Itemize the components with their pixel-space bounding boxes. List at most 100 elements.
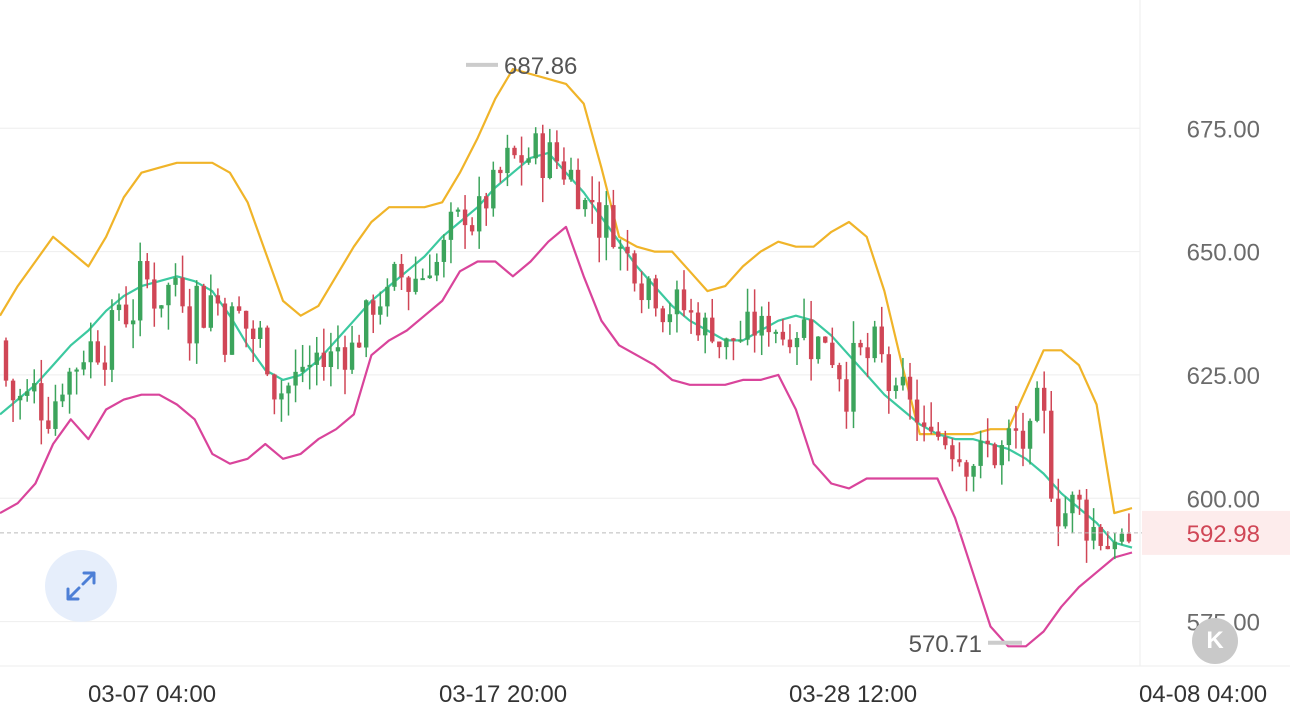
candle-body — [166, 284, 171, 306]
candle-body — [363, 300, 369, 348]
candle-body — [554, 142, 560, 162]
candle-body — [498, 169, 503, 174]
candle-body — [24, 391, 30, 396]
time-tick-label: 03-17 20:00 — [439, 681, 567, 708]
candle-body — [10, 380, 16, 401]
candle-body — [808, 319, 814, 360]
candle-body — [17, 395, 23, 401]
candle-body — [759, 315, 764, 336]
candle-body — [815, 336, 821, 360]
candle-body — [900, 376, 906, 386]
candle-body — [865, 347, 870, 359]
candle-body — [914, 399, 920, 423]
candle-body — [801, 319, 807, 338]
candle-body — [540, 133, 545, 179]
candle-body — [39, 383, 44, 421]
candle-body — [321, 352, 327, 368]
candle-body — [484, 196, 489, 209]
candle-body — [250, 328, 256, 339]
time-axis: 03-07 04:00 03-17 20:00 03-28 12:00 04-08 0… — [88, 681, 1267, 708]
candle-body — [152, 279, 157, 309]
candle-body — [1077, 494, 1082, 500]
candle-body — [893, 385, 899, 392]
candle-body — [561, 161, 567, 180]
candlesticks — [3, 124, 1132, 563]
candle-body — [681, 289, 687, 311]
candle-body — [434, 261, 440, 276]
candle-body — [413, 278, 418, 292]
candle-body — [597, 202, 602, 238]
time-tick-label: 04-08 04:00 — [1139, 681, 1267, 708]
candle-body — [964, 462, 969, 477]
candle-body — [102, 362, 108, 370]
candle-body — [279, 393, 284, 400]
candle-body — [717, 341, 722, 348]
candle-body — [512, 147, 517, 156]
candle-body — [575, 169, 581, 210]
candle-body — [921, 422, 927, 427]
candle-body — [420, 278, 425, 281]
low-price-label: 570.71 — [909, 631, 982, 658]
candle-body — [243, 310, 249, 329]
candle-body — [830, 342, 835, 366]
candle-body — [215, 295, 221, 304]
jump-to-latest-icon: K — [1206, 627, 1224, 654]
candle-body — [95, 341, 101, 363]
candle-body — [589, 199, 595, 203]
candle-body — [936, 431, 941, 437]
candle-body — [1063, 513, 1068, 527]
jump-to-latest-button[interactable]: K — [1192, 618, 1238, 664]
candle-body — [999, 445, 1005, 466]
candle-body — [646, 278, 651, 301]
candle-body — [1056, 498, 1061, 527]
last-price-badge — [1142, 510, 1290, 555]
candle-body — [1049, 410, 1054, 499]
candle-body — [872, 326, 877, 359]
candle-body — [406, 277, 411, 292]
candle-body — [356, 342, 362, 348]
candle-body — [907, 376, 913, 400]
candle-body — [385, 286, 390, 307]
candle-body — [208, 295, 214, 328]
candle-body — [773, 331, 779, 334]
candle-body — [448, 211, 454, 240]
candle-body — [1119, 533, 1125, 542]
candle-body — [201, 285, 206, 328]
candle-body — [568, 169, 574, 180]
candle-body — [519, 155, 524, 163]
candle-body — [604, 205, 609, 238]
candle-body — [222, 303, 228, 355]
price-tick-label: 625.00 — [1187, 363, 1260, 390]
candle-body — [378, 306, 383, 315]
candle-body — [335, 347, 341, 352]
candle-body — [879, 326, 884, 355]
candle-body — [46, 420, 51, 429]
candle-body — [992, 444, 997, 466]
candle-body — [187, 306, 192, 344]
candle-body — [1034, 387, 1040, 421]
candle-body — [794, 337, 800, 348]
candle-body — [88, 341, 93, 363]
candle-body — [194, 285, 199, 344]
candle-body — [476, 196, 482, 232]
time-tick-label: 03-28 12:00 — [789, 681, 917, 708]
candle-body — [639, 283, 644, 301]
candle-body — [823, 336, 828, 343]
expand-chart-button[interactable] — [45, 550, 117, 622]
candle-body — [180, 277, 185, 307]
candle-body — [752, 311, 757, 336]
candle-body — [1126, 533, 1132, 542]
candle-body — [978, 440, 983, 466]
price-tick-label: 675.00 — [1187, 116, 1260, 143]
candle-body — [547, 142, 553, 179]
candle-body — [1013, 428, 1019, 431]
candle-body — [229, 306, 235, 355]
candle-body — [130, 320, 136, 325]
price-markers: 592.98 687.86 570.71 — [0, 53, 1290, 658]
candle-body — [371, 300, 376, 315]
candle-body — [985, 440, 990, 445]
candle-body — [307, 364, 312, 367]
candle-body — [632, 253, 637, 284]
